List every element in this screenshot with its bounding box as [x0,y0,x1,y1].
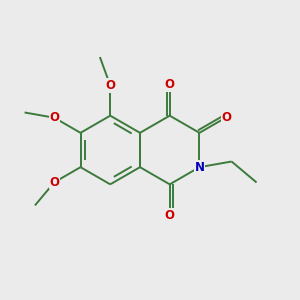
Text: O: O [105,79,115,92]
Text: O: O [165,209,175,222]
Text: O: O [49,176,59,189]
Text: O: O [221,111,231,124]
Text: O: O [165,78,175,91]
Text: N: N [194,161,205,174]
Text: O: O [49,111,59,124]
